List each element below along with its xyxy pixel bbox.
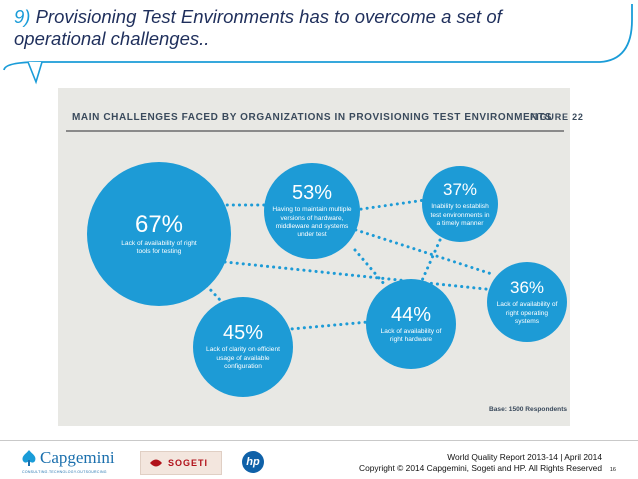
capgemini-logo-tagline: CONSULTING.TECHNOLOGY.OUTSOURCING bbox=[22, 470, 107, 474]
connector-53-44 bbox=[353, 248, 387, 287]
figure-label: FIGURE 22 bbox=[530, 112, 584, 122]
capgemini-logo-text: Capgemini bbox=[40, 448, 115, 467]
challenge-pct: 44% bbox=[390, 303, 432, 326]
challenge-desc: Lack of availability of right operating … bbox=[496, 301, 558, 326]
slide-title-number: 9) bbox=[14, 6, 31, 27]
page-number: 16 bbox=[609, 467, 616, 473]
footer-divider bbox=[0, 440, 638, 441]
figure-base-note: Base: 1500 Respondents bbox=[489, 406, 568, 413]
challenge-circle-45: 45% Lack of clarity on efficient usage o… bbox=[193, 297, 293, 397]
sogeti-crest-icon bbox=[150, 459, 162, 467]
challenge-circle-53: 53% Having to maintain multiple versions… bbox=[264, 163, 360, 259]
challenge-circle-37: 37% Inability to establish test environm… bbox=[422, 166, 498, 242]
sogeti-logo-text: SOGETI bbox=[167, 458, 208, 468]
challenge-pct: 67% bbox=[134, 210, 184, 238]
capgemini-spade-icon bbox=[22, 450, 36, 466]
footer-report-text: World Quality Report 2013-14 | April 201… bbox=[359, 452, 602, 474]
challenge-pct: 36% bbox=[509, 278, 545, 298]
challenge-desc: Lack of clarity on efficient usage of av… bbox=[206, 346, 280, 371]
challenge-desc: Lack of availability of right hardware bbox=[380, 327, 442, 343]
challenge-desc: Inability to establish test environments… bbox=[430, 203, 490, 228]
footer-report-line2: Copyright © 2014 Capgemini, Sogeti and H… bbox=[359, 463, 602, 473]
figure-heading: MAIN CHALLENGES FACED BY ORGANIZATIONS I… bbox=[72, 112, 553, 123]
connector-37-44 bbox=[418, 238, 442, 287]
connector-53-36 bbox=[348, 226, 497, 277]
hp-logo: hp bbox=[242, 451, 264, 473]
challenge-circle-36: 36% Lack of availability of right operat… bbox=[487, 262, 567, 342]
capgemini-logo: Capgemini CONSULTING.TECHNOLOGY.OUTSOURC… bbox=[20, 448, 115, 474]
connector-45-44 bbox=[278, 320, 370, 332]
challenge-circle-44: 44% Lack of availability of right hardwa… bbox=[366, 279, 456, 369]
slide-title: 9) Provisioning Test Environments has to… bbox=[14, 6, 574, 50]
footer-report-line1: World Quality Report 2013-14 | April 201… bbox=[447, 452, 602, 462]
slide-title-text: Provisioning Test Environments has to ov… bbox=[14, 6, 502, 49]
connector-53-37 bbox=[353, 198, 427, 212]
challenge-desc: Having to maintain multiple versions of … bbox=[272, 206, 352, 239]
figure-heading-rule bbox=[66, 130, 564, 132]
challenge-pct: 37% bbox=[442, 180, 478, 200]
connector-67-36 bbox=[223, 260, 497, 292]
challenge-desc: Lack of availability of right tools for … bbox=[121, 239, 197, 255]
challenge-circle-67: 67% Lack of availability of right tools … bbox=[87, 162, 231, 306]
sogeti-logo: SOGETI bbox=[140, 451, 222, 475]
challenge-pct: 53% bbox=[291, 182, 333, 205]
challenge-pct: 45% bbox=[222, 322, 264, 345]
